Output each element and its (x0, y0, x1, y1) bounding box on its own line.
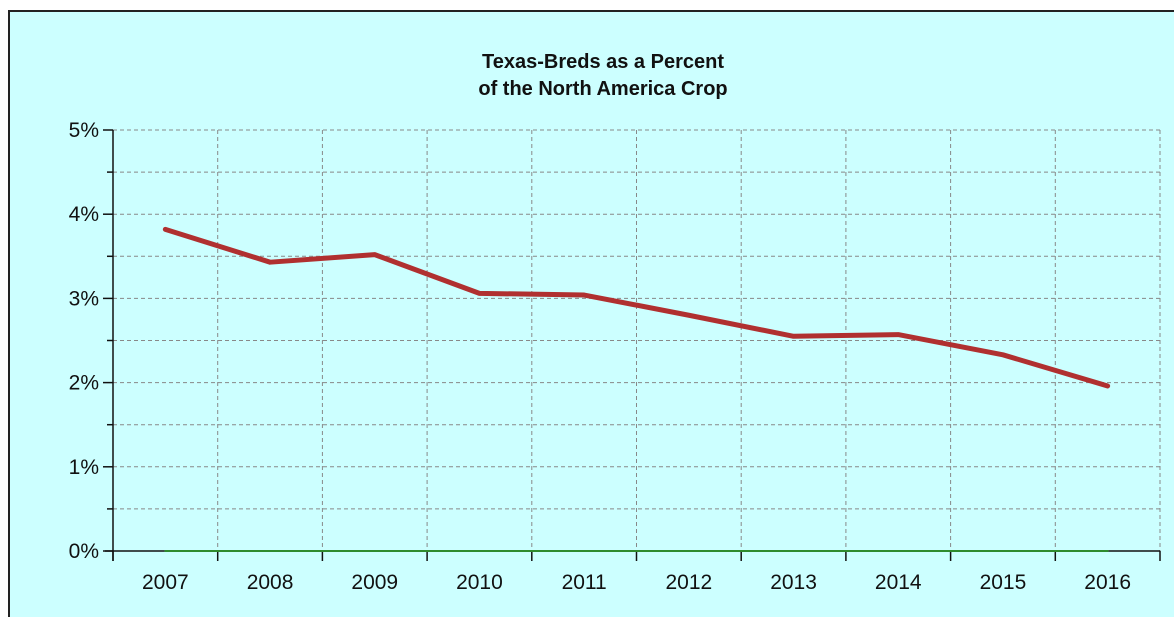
y-tick-labels: 0% 1% 2% 3% 4% 5% (69, 119, 99, 563)
axes (103, 130, 1160, 561)
grid (113, 130, 1160, 551)
x-tick-labels: 2007 2008 2009 2010 2011 2012 2013 2014 2015 2016 (142, 571, 1131, 594)
y-tick-label: 0% (69, 540, 99, 563)
x-tick-label: 2008 (247, 571, 294, 594)
x-tick-label: 2012 (665, 571, 712, 594)
chart-title-line-2: of the North America Crop (478, 78, 727, 100)
y-tick-label: 1% (69, 456, 99, 479)
chart-title-line-1: Texas-Breds as a Percent (482, 51, 724, 73)
y-tick-label: 5% (69, 119, 99, 142)
x-tick-label: 2015 (980, 571, 1027, 594)
x-tick-label: 2009 (351, 571, 398, 594)
line-chart: Texas-Breds as a Percent of the North Am… (10, 12, 1174, 619)
x-tick-label: 2016 (1084, 571, 1131, 594)
chart-panel: Texas-Breds as a Percent of the North Am… (8, 10, 1174, 617)
x-tick-label: 2011 (562, 571, 607, 594)
y-tick-label: 2% (69, 372, 99, 395)
x-tick-label: 2014 (875, 571, 922, 594)
y-tick-label: 3% (69, 287, 99, 310)
y-tick-label: 4% (69, 203, 99, 226)
x-tick-label: 2010 (456, 571, 503, 594)
x-tick-label: 2007 (142, 571, 189, 594)
x-tick-label: 2013 (770, 571, 817, 594)
